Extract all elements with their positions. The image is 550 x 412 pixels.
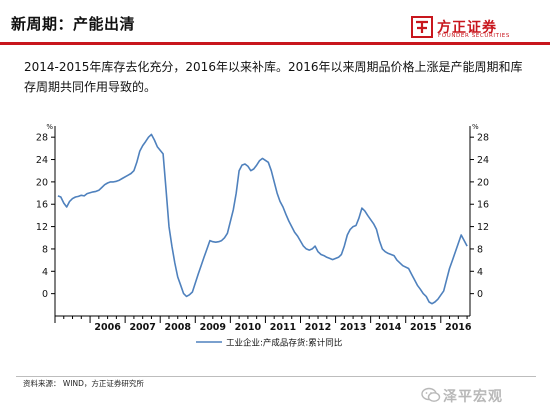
- logo-name-en: FOUNDER SECURITIES: [438, 33, 510, 39]
- y-tick-label-left: 20: [36, 177, 48, 188]
- x-tick-label: 2012: [305, 322, 331, 333]
- y-tick-label-left: 16: [36, 200, 48, 211]
- x-tick-label: 2010: [235, 322, 262, 333]
- company-logo: 方正证券 FOUNDER SECURITIES: [411, 16, 547, 40]
- y-tick-label-right: 20: [477, 177, 489, 188]
- slide-description: 2014-2015年库存去化充分，2016年以来补库。2016年以来周期品价格上…: [24, 60, 523, 94]
- y-tick-label-left: 24: [36, 155, 48, 166]
- y-tick-label-right: 28: [477, 133, 489, 144]
- y-tick-label-left: 28: [36, 133, 48, 144]
- y-tick-label-right: 24: [477, 155, 489, 166]
- source-note: 资料来源： WIND，方正证券研究所: [23, 379, 144, 388]
- x-tick-label: 2015: [410, 322, 436, 333]
- x-tick-label: 2011: [270, 322, 296, 333]
- y-tick-label-right: 8: [477, 244, 483, 255]
- x-tick-label: 2007: [129, 322, 155, 333]
- y-tick-label-right: 16: [477, 200, 489, 211]
- y-tick-label-right: 4: [477, 267, 483, 278]
- x-tick-label: 2009: [200, 322, 226, 333]
- y-tick-label-left: 4: [42, 267, 48, 278]
- y-tick-label-left: 12: [36, 222, 48, 233]
- founder-logo-icon: [411, 16, 433, 38]
- y-tick-label-left: 8: [42, 244, 48, 255]
- x-tick-label: 2013: [340, 322, 366, 333]
- series-line: [57, 133, 468, 305]
- x-tick-label: 2016: [445, 322, 472, 333]
- logo-name-cn: 方正证券: [437, 20, 497, 36]
- legend-label: 工业企业:产成品存货:累计同比: [226, 338, 342, 349]
- inventory-line-chart: % % 0 0 4 4 8 8 12 12 16 16 20 20 24 24 28 28 2006 2007 2008…: [36, 123, 489, 349]
- slide-title: 新周期：产能出清: [11, 15, 136, 33]
- watermark-text: 泽平宏观: [443, 389, 503, 405]
- y-unit-left: %: [46, 123, 53, 131]
- y-tick-label-right: 0: [477, 289, 483, 300]
- chart-area: %% 0 0 4 4 8 8 12 12 16 16 20 20 24 24 28 28 2006 2007 2008…: [0, 116, 550, 376]
- x-tick-label: 2006: [94, 322, 121, 333]
- x-tick-label: 2008: [165, 322, 192, 333]
- title-divider: [0, 42, 550, 45]
- y-tick-label-left: 0: [42, 289, 48, 300]
- footer-divider: [16, 376, 536, 377]
- y-unit-right: %: [472, 123, 479, 131]
- wechat-icon: [421, 387, 441, 402]
- x-tick-label: 2014: [375, 322, 402, 333]
- y-tick-label-right: 12: [477, 222, 489, 233]
